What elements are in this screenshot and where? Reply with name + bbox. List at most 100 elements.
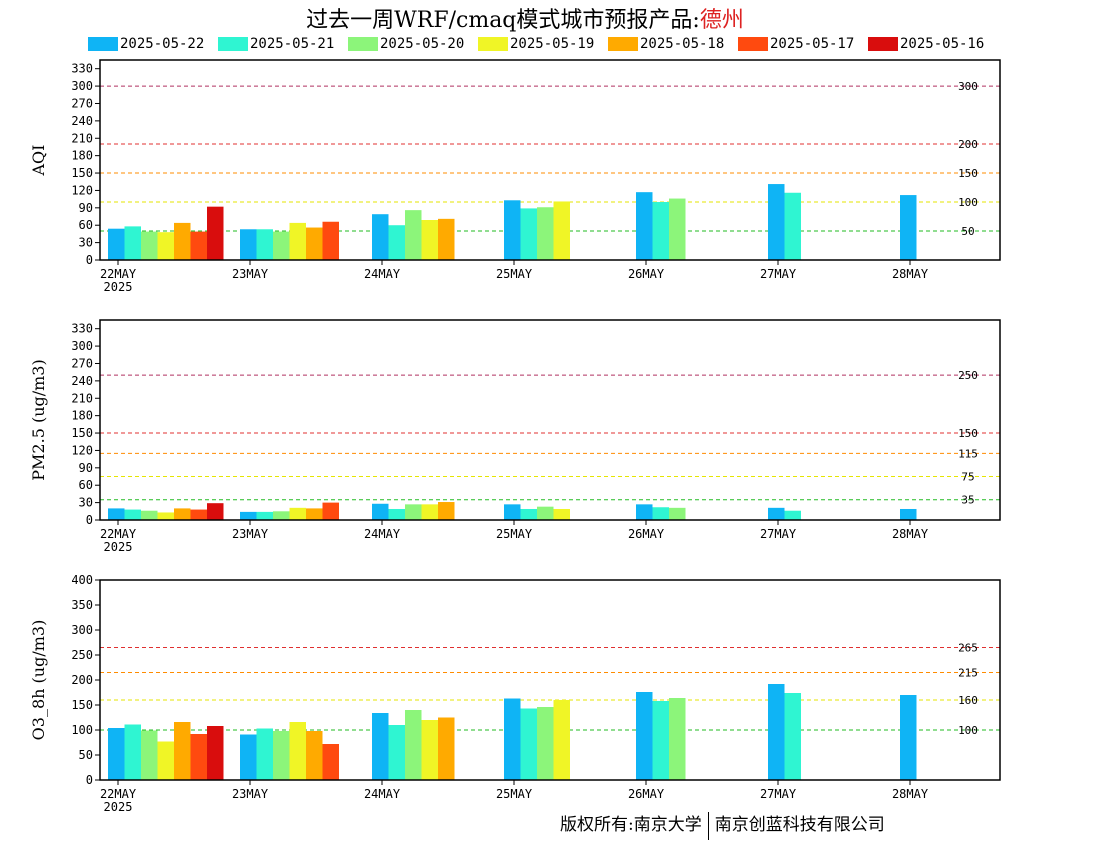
- bar: [537, 707, 554, 780]
- y-tick-label: 240: [71, 374, 93, 388]
- y-tick-label: 350: [71, 598, 93, 612]
- x-tick-label: 25MAY: [496, 267, 533, 281]
- y-tick-label: 0: [86, 253, 93, 267]
- bar: [273, 511, 290, 520]
- bar: [405, 710, 422, 780]
- y-tick-label: 60: [79, 218, 93, 232]
- bar: [372, 503, 389, 520]
- y-tick-label: 0: [86, 513, 93, 527]
- bar: [306, 227, 323, 260]
- legend-label: 2025-05-17: [770, 36, 855, 52]
- x-tick-label: 28MAY: [892, 267, 929, 281]
- bar: [306, 731, 323, 780]
- bar: [108, 728, 125, 780]
- reference-line-label: 100: [958, 724, 978, 737]
- bar: [322, 502, 339, 520]
- y-tick-label: 270: [71, 356, 93, 370]
- bar: [421, 504, 438, 520]
- bar: [438, 502, 455, 520]
- x-tick-label: 22MAY: [100, 267, 137, 281]
- reference-line-label: 215: [958, 667, 978, 680]
- bar: [108, 508, 125, 520]
- bar: [322, 744, 339, 780]
- y-tick-label: 50: [79, 748, 93, 762]
- reference-line-label: 100: [958, 196, 978, 209]
- bar: [256, 511, 273, 520]
- reference-line-label: 250: [958, 369, 978, 382]
- bar: [157, 512, 174, 520]
- y-tick-label: 120: [71, 443, 93, 457]
- x-tick-label: 23MAY: [232, 267, 269, 281]
- bar: [289, 507, 306, 520]
- legend-swatch: [88, 37, 118, 51]
- x-tick-label: 27MAY: [760, 787, 797, 801]
- bar: [669, 698, 686, 780]
- bar: [553, 508, 570, 520]
- bar: [141, 231, 158, 260]
- x-year-label: 2025: [104, 540, 133, 554]
- reference-line-label: 150: [958, 167, 978, 180]
- copyright-separator: [707, 811, 709, 840]
- bar: [652, 701, 669, 780]
- x-tick-label: 23MAY: [232, 527, 269, 541]
- bar: [900, 195, 917, 260]
- y-tick-label: 180: [71, 409, 93, 423]
- copyright: 版权所有:南京大学 南京创蓝科技有限公司: [560, 810, 885, 840]
- bar: [900, 508, 917, 520]
- reference-line-label: 35: [961, 494, 974, 507]
- y-tick-label: 400: [71, 573, 93, 587]
- reference-line-label: 265: [958, 642, 978, 655]
- bar: [537, 207, 554, 260]
- y-tick-label: 180: [71, 149, 93, 163]
- bar: [636, 504, 653, 520]
- y-tick-label: 30: [79, 236, 93, 250]
- bar: [174, 222, 191, 260]
- y-tick-label: 330: [71, 62, 93, 76]
- bar: [421, 220, 438, 260]
- bar: [207, 206, 224, 260]
- bar: [124, 509, 141, 520]
- bar: [190, 734, 207, 780]
- bar: [388, 225, 405, 260]
- bar: [388, 725, 405, 780]
- bar: [372, 214, 389, 260]
- x-tick-label: 22MAY: [100, 787, 137, 801]
- plot-frame: [99, 319, 1001, 521]
- y-tick-label: 210: [71, 391, 93, 405]
- bar: [784, 192, 801, 260]
- bar: [190, 509, 207, 520]
- legend-swatch: [478, 37, 508, 51]
- bar: [124, 226, 141, 260]
- reference-line-label: 50: [961, 225, 974, 238]
- bar: [669, 507, 686, 520]
- bar: [240, 511, 257, 520]
- legend-swatch: [218, 37, 248, 51]
- legend-swatch: [608, 37, 638, 51]
- plot-frame: [99, 59, 1001, 261]
- bar: [322, 221, 339, 260]
- bar: [768, 184, 785, 260]
- y-tick-label: 90: [79, 201, 93, 215]
- bar: [405, 210, 422, 260]
- bar: [157, 741, 174, 780]
- bar: [553, 700, 570, 780]
- x-tick-label: 24MAY: [364, 527, 401, 541]
- x-tick-label: 25MAY: [496, 787, 533, 801]
- bar: [289, 722, 306, 780]
- bar: [174, 508, 191, 520]
- bar: [520, 508, 537, 520]
- bar: [768, 507, 785, 520]
- x-year-label: 2025: [104, 280, 133, 294]
- bar: [537, 506, 554, 520]
- y-axis-label: O3_8h (ug/m3): [29, 620, 48, 741]
- bar: [141, 730, 158, 780]
- bar: [553, 201, 570, 260]
- x-tick-label: 25MAY: [496, 527, 533, 541]
- x-tick-label: 28MAY: [892, 527, 929, 541]
- reference-line-label: 200: [958, 138, 978, 151]
- y-tick-label: 210: [71, 131, 93, 145]
- bar: [900, 695, 917, 780]
- bar: [141, 510, 158, 520]
- bar: [636, 192, 653, 260]
